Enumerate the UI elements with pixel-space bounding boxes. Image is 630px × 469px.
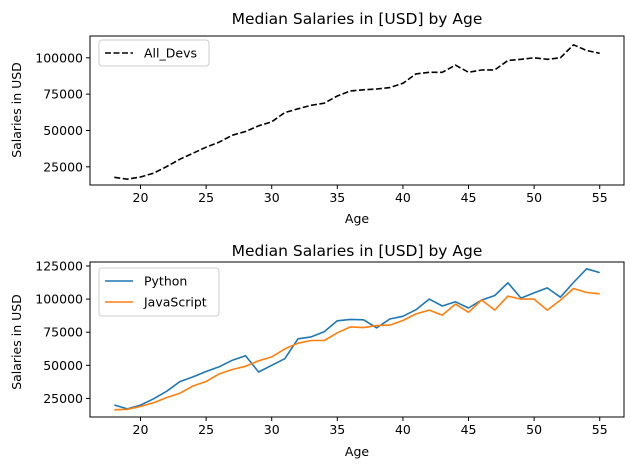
top-chart-xtick-label: 40 bbox=[395, 190, 411, 205]
top-chart-axes-frame bbox=[89, 35, 625, 186]
bottom-chart-axes-frame bbox=[89, 261, 625, 418]
bottom-chart-xtick-label: 40 bbox=[395, 422, 411, 437]
bottom-chart-lines bbox=[114, 267, 600, 411]
bottom-chart: Median Salaries in [USD] by Age Age Sala… bbox=[9, 242, 625, 459]
bottom-chart-xlabel: Age bbox=[345, 444, 369, 459]
top-chart-legend: All_Devs bbox=[98, 39, 210, 67]
top-chart-xlabel: Age bbox=[345, 211, 369, 226]
top-chart-series-all-devs bbox=[114, 43, 600, 180]
top-chart: Median Salaries in [USD] by Age Age Sala… bbox=[9, 10, 625, 226]
top-chart-ytick-label: 75000 bbox=[43, 87, 83, 102]
top-chart-xtick-label: 45 bbox=[461, 190, 477, 205]
top-chart-ytick-label: 25000 bbox=[43, 159, 83, 174]
top-chart-legend-box bbox=[98, 39, 210, 67]
bottom-chart-ytick-label: 75000 bbox=[43, 325, 83, 340]
bottom-chart-xtick-label: 30 bbox=[264, 422, 280, 437]
bottom-chart-ytick-label: 125000 bbox=[35, 258, 83, 273]
top-chart-xtick-label: 35 bbox=[329, 190, 345, 205]
bottom-chart-ytick-label: 50000 bbox=[43, 358, 83, 373]
bottom-chart-xtick-label: 55 bbox=[592, 422, 608, 437]
top-chart-xtick-label: 20 bbox=[133, 190, 149, 205]
bottom-chart-legend-label: Python bbox=[144, 274, 187, 289]
bottom-chart-xtick-label: 35 bbox=[329, 422, 345, 437]
bottom-chart-ticks: 20 25 30 35 40 45 50 55 25000 50000 75000 100000 125… bbox=[35, 258, 607, 437]
top-chart-ytick-label: 100000 bbox=[35, 50, 83, 65]
bottom-chart-ytick-label: 25000 bbox=[43, 391, 83, 406]
bottom-chart-legend-box bbox=[98, 267, 220, 317]
bottom-chart-ytick-label: 100000 bbox=[35, 292, 83, 307]
top-chart-xtick-label: 55 bbox=[592, 190, 608, 205]
top-chart-xtick-label: 30 bbox=[264, 190, 280, 205]
bottom-chart-xtick-label: 45 bbox=[461, 422, 477, 437]
bottom-chart-xtick-label: 25 bbox=[198, 422, 214, 437]
bottom-chart-xtick-label: 20 bbox=[133, 422, 149, 437]
top-chart-legend-label: All_Devs bbox=[144, 46, 197, 61]
bottom-chart-series-python bbox=[114, 267, 600, 410]
top-chart-title: Median Salaries in [USD] by Age bbox=[232, 10, 483, 28]
top-chart-lines bbox=[114, 43, 600, 180]
bottom-chart-title: Median Salaries in [USD] by Age bbox=[232, 242, 483, 260]
bottom-chart-legend-label: JavaScript bbox=[143, 295, 207, 310]
top-chart-xtick-label: 50 bbox=[526, 190, 542, 205]
top-chart-xtick-label: 25 bbox=[198, 190, 214, 205]
top-chart-ytick-label: 50000 bbox=[43, 123, 83, 138]
top-chart-ticks: 20 25 30 35 40 45 50 55 25000 50000 75000 100000 bbox=[35, 50, 607, 205]
bottom-chart-ylabel: Salaries in USD bbox=[9, 294, 24, 390]
bottom-chart-legend: Python JavaScript bbox=[98, 267, 220, 317]
bottom-chart-xtick-label: 50 bbox=[526, 422, 542, 437]
top-chart-ylabel: Salaries in USD bbox=[9, 62, 24, 158]
bottom-chart-series-javascript bbox=[114, 287, 600, 411]
